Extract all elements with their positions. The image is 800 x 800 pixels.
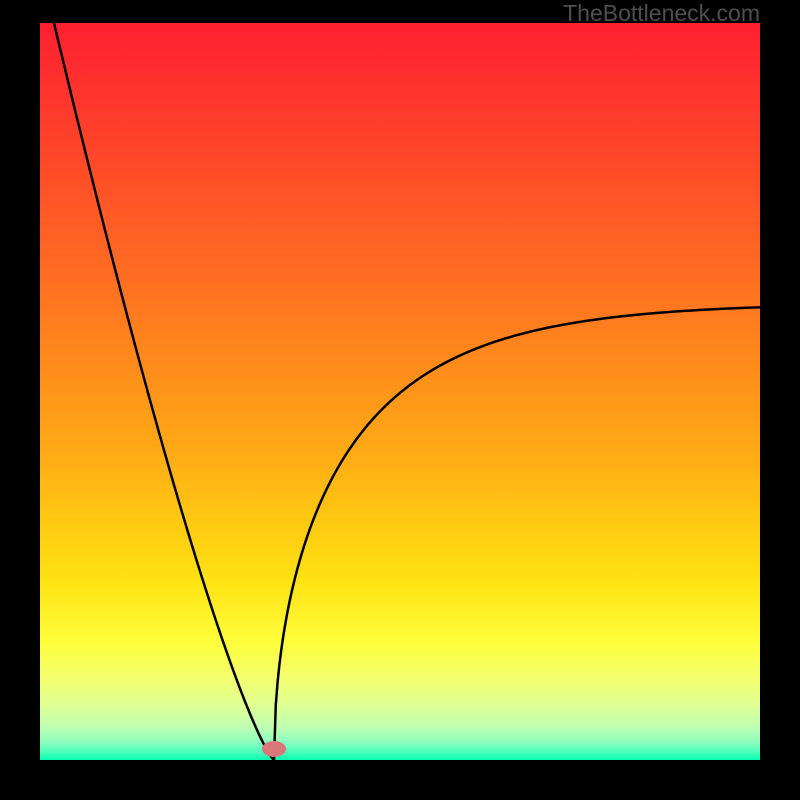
watermark-text: TheBottleneck.com	[563, 0, 760, 27]
optimal-point-marker	[262, 741, 286, 757]
bottleneck-curve-chart	[0, 0, 800, 800]
chart-stage: TheBottleneck.com	[0, 0, 800, 800]
